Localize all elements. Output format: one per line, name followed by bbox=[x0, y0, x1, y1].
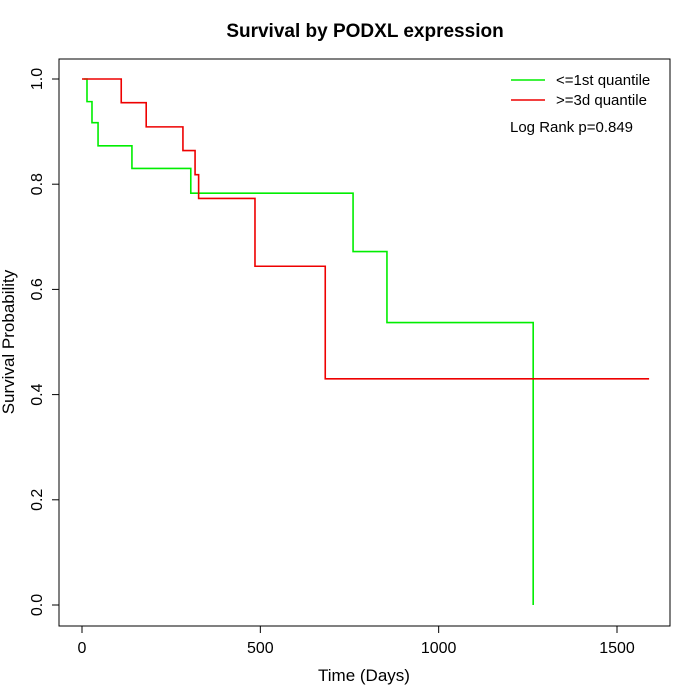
series-line-1 bbox=[83, 78, 534, 605]
legend: <=1st quantile >=3d quantile bbox=[511, 72, 650, 109]
plot-frame bbox=[58, 58, 671, 627]
chart-title: Survival by PODXL expression bbox=[226, 21, 503, 42]
x-tick-label: 1500 bbox=[599, 640, 635, 657]
y-tick-label: 1.0 bbox=[29, 68, 46, 90]
y-tick-label: 0.6 bbox=[29, 278, 46, 300]
legend-label-2: >=3d quantile bbox=[556, 92, 647, 109]
y-tick-label: 0.0 bbox=[29, 594, 46, 616]
x-axis-label: Time (Days) bbox=[318, 666, 410, 685]
series-line-2 bbox=[82, 78, 650, 380]
y-axis-label: Survival Probability bbox=[0, 269, 18, 414]
x-axis: 0 500 1000 1500 bbox=[78, 625, 635, 657]
x-tick-label: 0 bbox=[78, 640, 87, 657]
legend-label-1: <=1st quantile bbox=[556, 72, 650, 89]
x-tick-label: 1000 bbox=[421, 640, 457, 657]
y-axis: 0.0 0.2 0.4 0.6 0.8 1.0 bbox=[29, 68, 60, 616]
y-tick-label: 0.4 bbox=[29, 383, 46, 405]
series-layer bbox=[82, 78, 650, 605]
x-tick-label: 500 bbox=[247, 640, 274, 657]
logrank-annotation: Log Rank p=0.849 bbox=[510, 119, 633, 136]
y-tick-label: 0.2 bbox=[29, 489, 46, 511]
y-tick-label: 0.8 bbox=[29, 173, 46, 195]
